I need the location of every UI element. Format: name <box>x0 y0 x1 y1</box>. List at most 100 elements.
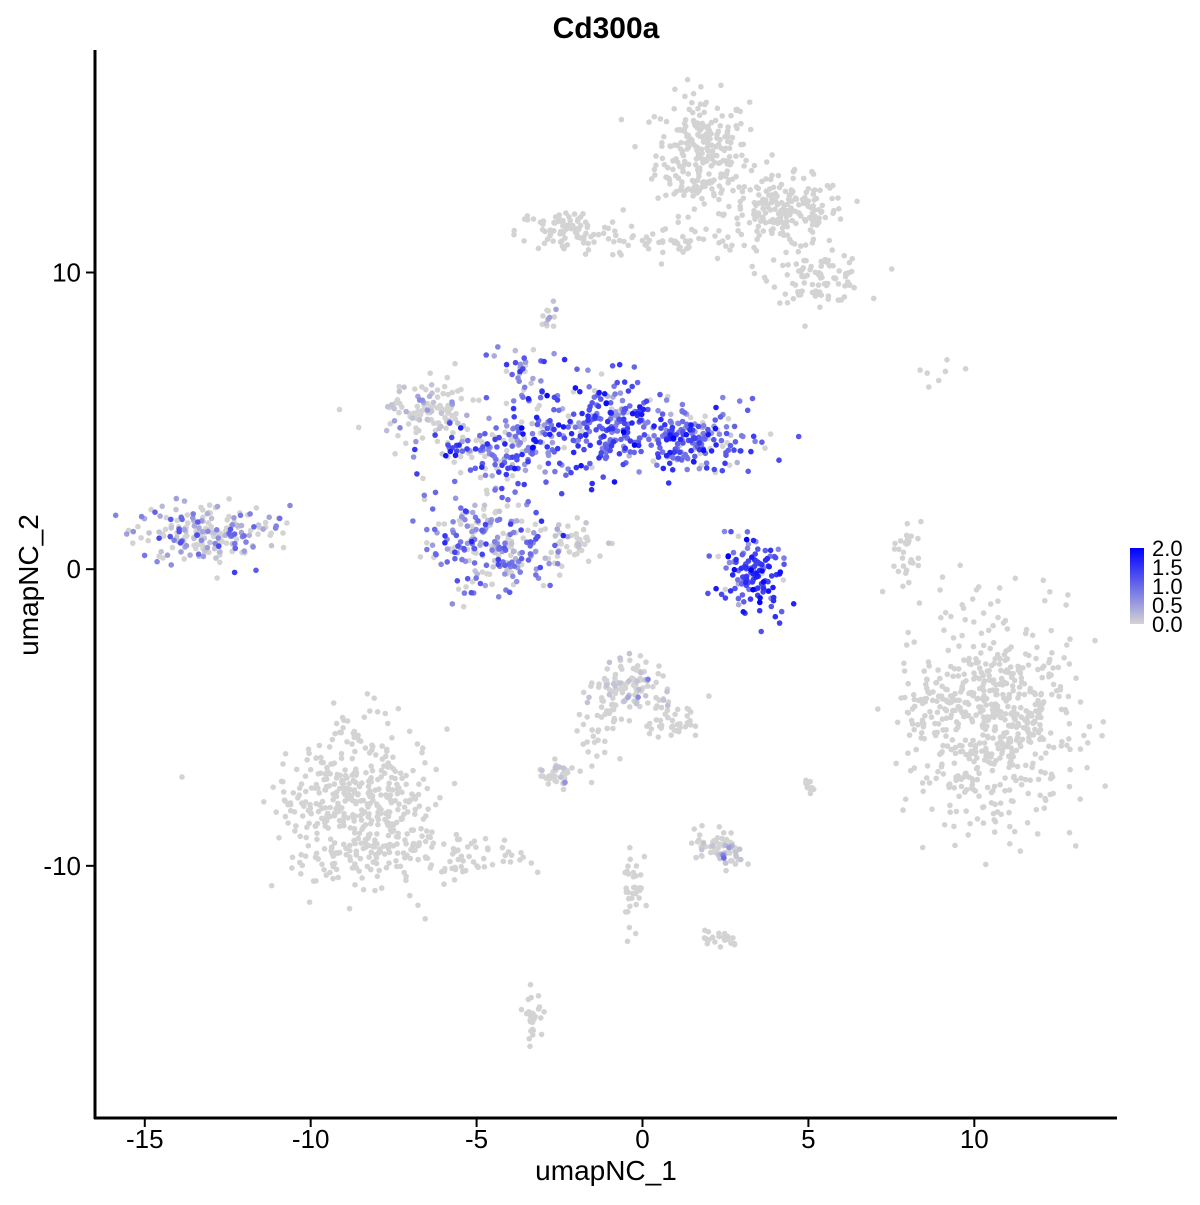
cell-point <box>1037 736 1043 743</box>
cell-point <box>662 226 669 232</box>
cell-point <box>788 198 795 205</box>
cell-point <box>493 425 499 431</box>
cell-point <box>339 714 346 721</box>
cell-point <box>621 420 628 427</box>
cell-point <box>403 841 409 847</box>
cell-point <box>442 533 448 539</box>
cell-point <box>360 886 367 893</box>
cell-point <box>549 773 556 779</box>
cell-point <box>536 1004 543 1010</box>
cell-point <box>942 706 948 712</box>
cell-point <box>816 206 822 213</box>
cell-point <box>903 532 910 539</box>
cell-point <box>535 245 542 252</box>
cell-point <box>374 831 380 837</box>
cell-point <box>939 749 945 755</box>
cell-point <box>687 717 693 724</box>
cell-point <box>827 185 833 191</box>
cell-point <box>156 535 162 541</box>
cell-point <box>205 528 211 535</box>
cell-point <box>434 438 441 445</box>
cell-point <box>1002 788 1008 794</box>
cell-point <box>743 564 749 570</box>
cell-point <box>940 742 946 749</box>
cell-point <box>167 533 173 540</box>
cell-point <box>665 702 671 709</box>
cell-point <box>444 374 451 381</box>
cell-point <box>560 424 567 430</box>
cell-point <box>541 1009 547 1015</box>
cell-point <box>913 746 919 753</box>
cell-point <box>1002 711 1009 717</box>
cell-point <box>414 403 421 410</box>
cell-point <box>697 101 704 107</box>
cell-point <box>952 842 958 849</box>
cell-point <box>247 511 253 517</box>
cell-point <box>636 469 642 475</box>
cell-point <box>801 280 808 286</box>
cell-point <box>385 764 391 770</box>
cell-point <box>908 717 915 724</box>
cell-point <box>929 697 936 704</box>
cell-point <box>455 847 461 853</box>
cell-point <box>282 751 289 757</box>
cell-point <box>904 537 911 543</box>
cell-point <box>648 726 655 732</box>
cell-point <box>939 716 946 722</box>
cell-point <box>378 792 384 798</box>
cell-point <box>993 691 999 698</box>
cell-point <box>959 632 965 639</box>
cell-point <box>683 431 690 438</box>
cell-point <box>565 413 572 419</box>
cell-point <box>351 818 357 824</box>
cell-point <box>419 435 426 441</box>
cell-point <box>463 584 469 590</box>
cell-point <box>1047 730 1054 736</box>
cell-point <box>476 397 482 404</box>
cell-point <box>572 424 579 431</box>
cell-point <box>951 666 958 672</box>
cell-point <box>734 215 740 221</box>
cell-point <box>987 601 994 607</box>
cell-point <box>981 693 987 699</box>
cell-point <box>769 230 775 237</box>
cell-point <box>465 437 471 444</box>
cell-point <box>457 453 464 460</box>
cell-point <box>616 416 623 423</box>
cell-point <box>739 592 746 598</box>
cell-point <box>306 750 312 757</box>
cell-point <box>606 426 612 432</box>
cell-point <box>420 776 427 782</box>
cell-point <box>692 732 699 739</box>
cell-point <box>1011 709 1017 715</box>
cell-point <box>711 177 717 183</box>
cell-point <box>429 844 435 850</box>
cell-point <box>315 785 321 792</box>
cell-point <box>948 613 954 620</box>
cell-point <box>551 449 557 455</box>
cell-point <box>711 466 718 473</box>
cell-point <box>546 314 553 321</box>
cell-point <box>518 518 525 524</box>
cell-point <box>975 695 981 702</box>
cell-point <box>427 370 434 377</box>
cell-point <box>682 188 689 194</box>
cell-point <box>397 425 403 431</box>
cell-point <box>537 394 544 401</box>
cell-point <box>179 516 185 523</box>
cell-point <box>905 750 911 756</box>
cell-point <box>711 838 717 844</box>
cell-point <box>654 462 660 469</box>
cell-point <box>800 197 806 203</box>
cell-point <box>489 547 495 553</box>
cell-point <box>469 509 476 516</box>
cell-point <box>901 668 908 674</box>
cell-point <box>1012 716 1018 723</box>
cell-point <box>935 693 942 699</box>
cell-point <box>361 809 368 815</box>
cell-point <box>378 885 385 891</box>
cell-point <box>224 517 230 523</box>
cell-point <box>169 544 176 551</box>
cell-point <box>802 323 808 330</box>
